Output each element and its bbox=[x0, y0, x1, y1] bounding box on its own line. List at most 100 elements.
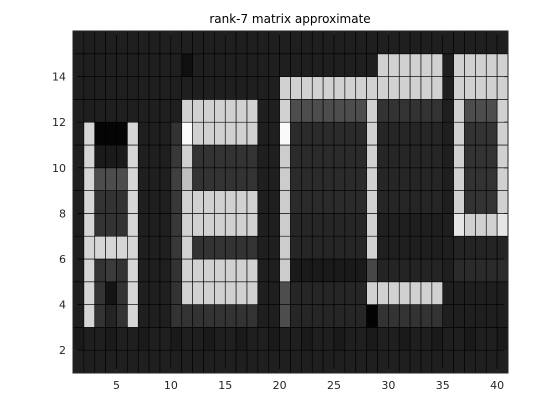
heatmap-cell bbox=[301, 121, 313, 146]
heatmap-cell bbox=[170, 121, 183, 146]
heatmap-cell bbox=[366, 190, 378, 214]
heatmap-cell bbox=[94, 99, 106, 123]
heatmap-cell bbox=[366, 281, 378, 305]
heatmap-cell bbox=[268, 213, 280, 237]
heatmap-cell bbox=[431, 258, 444, 283]
heatmap-cell bbox=[475, 304, 487, 328]
heatmap-cell bbox=[485, 76, 498, 100]
heatmap-cell bbox=[464, 304, 476, 328]
heatmap-cell bbox=[246, 281, 259, 305]
heatmap-cell bbox=[420, 327, 433, 351]
heatmap-cell bbox=[192, 281, 204, 305]
heatmap-cell bbox=[279, 99, 291, 123]
heatmap-cell bbox=[105, 190, 117, 214]
heatmap-cell bbox=[377, 121, 389, 146]
heatmap-cell bbox=[333, 167, 346, 191]
heatmap-cell bbox=[453, 235, 465, 260]
heatmap-cell bbox=[377, 99, 389, 123]
heatmap-cell bbox=[431, 349, 444, 374]
heatmap-cell bbox=[322, 99, 335, 123]
heatmap-cell bbox=[464, 213, 476, 237]
heatmap-cell bbox=[159, 235, 172, 260]
heatmap-cell bbox=[485, 281, 498, 305]
heatmap-cell bbox=[257, 53, 270, 77]
heatmap-cell bbox=[235, 235, 248, 260]
heatmap-cell bbox=[235, 349, 248, 374]
heatmap-cell bbox=[94, 349, 106, 374]
heatmap-cell bbox=[311, 190, 324, 214]
heatmap-cell bbox=[148, 304, 161, 328]
heatmap-cell bbox=[311, 281, 324, 305]
heatmap-cell bbox=[268, 53, 280, 77]
heatmap-cell bbox=[94, 144, 106, 169]
heatmap-cell bbox=[192, 213, 204, 237]
heatmap-cell bbox=[203, 167, 215, 191]
heatmap-cell bbox=[322, 327, 335, 351]
heatmap-cell bbox=[72, 30, 85, 55]
heatmap-cell bbox=[192, 327, 204, 351]
heatmap-cell bbox=[203, 30, 215, 55]
chart-title: rank-7 matrix approximate bbox=[209, 12, 370, 26]
heatmap-cell bbox=[366, 258, 378, 283]
heatmap-cell bbox=[148, 213, 161, 237]
heatmap-cell bbox=[224, 258, 237, 283]
heatmap-cell bbox=[170, 190, 183, 214]
heatmap-cell bbox=[105, 53, 117, 77]
heatmap-cell bbox=[290, 99, 302, 123]
heatmap-cell bbox=[398, 327, 411, 351]
heatmap-cell bbox=[453, 327, 465, 351]
heatmap-cell bbox=[301, 190, 313, 214]
heatmap-cell bbox=[420, 144, 433, 169]
heatmap-cell bbox=[475, 258, 487, 283]
heatmap-cell bbox=[159, 121, 172, 146]
heatmap-cell bbox=[442, 121, 454, 146]
heatmap-cell bbox=[290, 121, 302, 146]
heatmap-cell bbox=[159, 167, 172, 191]
heatmap-cell bbox=[137, 144, 150, 169]
heatmap-cell bbox=[246, 167, 259, 191]
heatmap-cell bbox=[442, 281, 454, 305]
heatmap-cell bbox=[116, 190, 128, 214]
heatmap-cell bbox=[116, 327, 128, 351]
heatmap-cell bbox=[116, 258, 128, 283]
heatmap-cell bbox=[116, 144, 128, 169]
heatmap-cell bbox=[333, 281, 346, 305]
heatmap-cell bbox=[431, 121, 444, 146]
heatmap-cell bbox=[214, 327, 226, 351]
heatmap-cell bbox=[127, 144, 139, 169]
heatmap-cell bbox=[279, 304, 291, 328]
heatmap-cell bbox=[485, 30, 498, 55]
heatmap-cell bbox=[83, 53, 96, 77]
heatmap-cell bbox=[409, 76, 422, 100]
heatmap-cell bbox=[235, 327, 248, 351]
heatmap-cell bbox=[203, 281, 215, 305]
heatmap-cell bbox=[355, 304, 367, 328]
heatmap-cell bbox=[116, 121, 128, 146]
heatmap-cell bbox=[268, 349, 280, 374]
heatmap-cell bbox=[409, 30, 422, 55]
heatmap-cell bbox=[181, 53, 193, 77]
heatmap-cell bbox=[127, 327, 139, 351]
heatmap-cell bbox=[355, 190, 367, 214]
heatmap-cell bbox=[475, 327, 487, 351]
heatmap-cell bbox=[94, 167, 106, 191]
heatmap-cell bbox=[290, 235, 302, 260]
heatmap-cell bbox=[224, 167, 237, 191]
heatmap-cell bbox=[214, 121, 226, 146]
heatmap-cell bbox=[464, 235, 476, 260]
heatmap-cell bbox=[496, 327, 509, 351]
heatmap-cell bbox=[475, 99, 487, 123]
heatmap-cell bbox=[83, 167, 96, 191]
heatmap-cell bbox=[420, 30, 433, 55]
heatmap-cell bbox=[355, 281, 367, 305]
heatmap-cell bbox=[235, 30, 248, 55]
heatmap-cell bbox=[322, 281, 335, 305]
heatmap-cell bbox=[333, 76, 346, 100]
heatmap-cell bbox=[366, 304, 378, 328]
x-tick-label: 40 bbox=[490, 379, 504, 392]
heatmap-cell bbox=[159, 213, 172, 237]
heatmap-cell bbox=[377, 258, 389, 283]
heatmap-cells bbox=[72, 30, 509, 374]
heatmap-cell bbox=[137, 99, 150, 123]
